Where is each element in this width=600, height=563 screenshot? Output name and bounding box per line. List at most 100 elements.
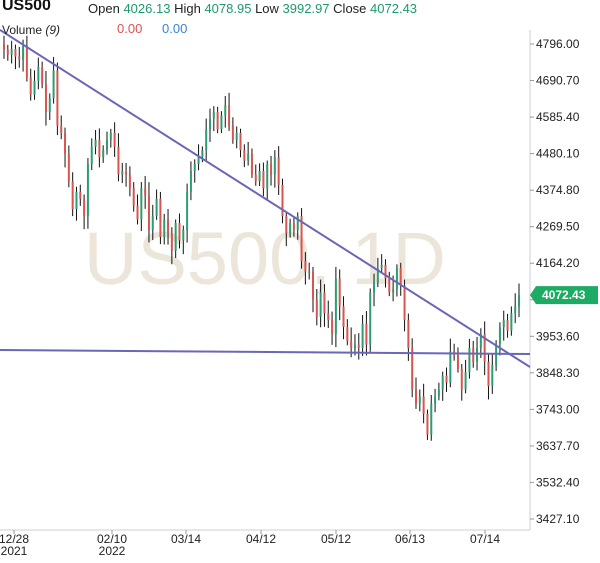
ohlc-bar [41,61,44,89]
ohlc-bar [483,321,486,376]
ohlc-bar [289,218,292,238]
ohlc-bar [388,271,391,297]
ohlc-bar [193,159,196,183]
ohlc-bar [212,106,215,132]
close-label: Close [333,1,367,16]
ohlc-bar [189,161,192,201]
ohlc-bar [239,128,242,158]
ohlc-bar [167,208,170,245]
ohlc-bar [418,389,421,412]
volume-value-2: 0.00 [162,21,188,36]
ohlc-bar [228,92,231,131]
ohlc-bar [415,377,417,409]
ohlc-bar [437,382,440,401]
ohlc-bar [361,314,364,357]
ohlc-bar [37,57,40,90]
ohlc-bar [308,262,311,280]
ohlc-bar [163,213,166,245]
ohlc-bar [262,162,265,197]
ohlc-bar [147,182,150,243]
ohlc-bar [121,162,124,184]
last-price-label: 4072.43 [542,288,586,302]
ohlc-bar [33,70,36,100]
ohlc-bar [464,359,467,394]
ohlc-bar [109,128,112,148]
x-tick-label: 06/13 [395,532,425,546]
ohlc-bar [376,257,379,288]
high-value: 4078.95 [204,1,252,16]
ohlc-bar [48,93,51,121]
ohlc-bar [140,182,143,232]
high-label: High [174,1,201,16]
close-value: 4072.43 [370,1,418,16]
price-bars [3,35,520,441]
low-value: 3992.97 [282,1,330,16]
volume-legend: Volume (9) [2,23,60,37]
ohlc-bar [90,138,93,170]
ohlc-bar [144,175,147,209]
ohlc-bar [422,383,425,424]
x-tick-year: 2021 [1,544,28,558]
ohlc-bar [117,133,120,182]
ohlc-bar [25,35,28,82]
ohlc-bar [323,284,326,327]
ohlc-bar [182,225,185,255]
ohlc-bar [518,283,520,318]
y-tick-label: 4374.80 [536,183,580,197]
ohlc-bar [247,141,250,166]
ohlc-bar [113,122,116,157]
ohlc-bar [83,194,86,230]
y-tick-label: 3953.60 [536,329,580,343]
ohlc-bar [334,266,337,348]
ohlc-bar [250,148,253,178]
ohlc-bar [430,394,433,441]
ohlc-bar [60,115,63,140]
ohlc-bar [3,35,5,59]
ohlc-bar [159,191,162,245]
ohlc-bar [369,288,372,352]
ohlc-bar [94,130,97,155]
ohlc-bar [128,166,131,197]
descending-trendline [0,29,531,368]
ohlc-bar [434,388,437,413]
ohlc-bar [514,293,517,324]
ohlc-bar [510,306,513,336]
ohlc-bar [460,363,463,401]
y-tick-label: 3427.10 [536,512,580,526]
ohlc-bar [270,155,273,186]
y-tick-label: 3743.00 [536,402,580,416]
ohlc-bar [132,182,135,212]
ohlc-bar [170,227,173,265]
ohlc-bar [380,254,383,274]
ohlc-bar [498,322,501,356]
ohlc-bar [285,211,288,247]
ohlc-bar [75,186,78,221]
y-tick-label: 3637.70 [536,439,580,453]
y-tick-label: 4269.50 [536,220,580,234]
ohlc-bar [453,343,456,361]
ohlc-bar [155,189,158,220]
ohlc-bar [102,145,105,163]
ohlc-bar [186,183,189,243]
ohlc-bar [426,409,429,440]
ohlc-bar [365,311,368,356]
ohlc-bar [506,313,509,338]
ohlc-bar [399,262,402,296]
x-tick-label: 02/10 [97,532,127,546]
ohlc-bar [106,131,108,155]
ohlc-readout: Open 4026.13 High 4078.95 Low 3992.97 Cl… [88,1,417,16]
ohlc-bar [151,204,154,241]
ohlc-bar [86,158,89,229]
ohlc-bar [224,96,227,128]
ohlc-bar [487,354,490,400]
y-tick-label: 4480.10 [536,147,580,161]
low-label: Low [255,1,279,16]
y-tick-label: 4690.70 [536,74,580,88]
x-tick-year: 2022 [99,544,126,558]
ohlc-bar [304,252,307,285]
ohlc-bar [254,164,257,186]
ohlc-bar [384,259,387,288]
symbol-title: US500 [2,0,51,14]
